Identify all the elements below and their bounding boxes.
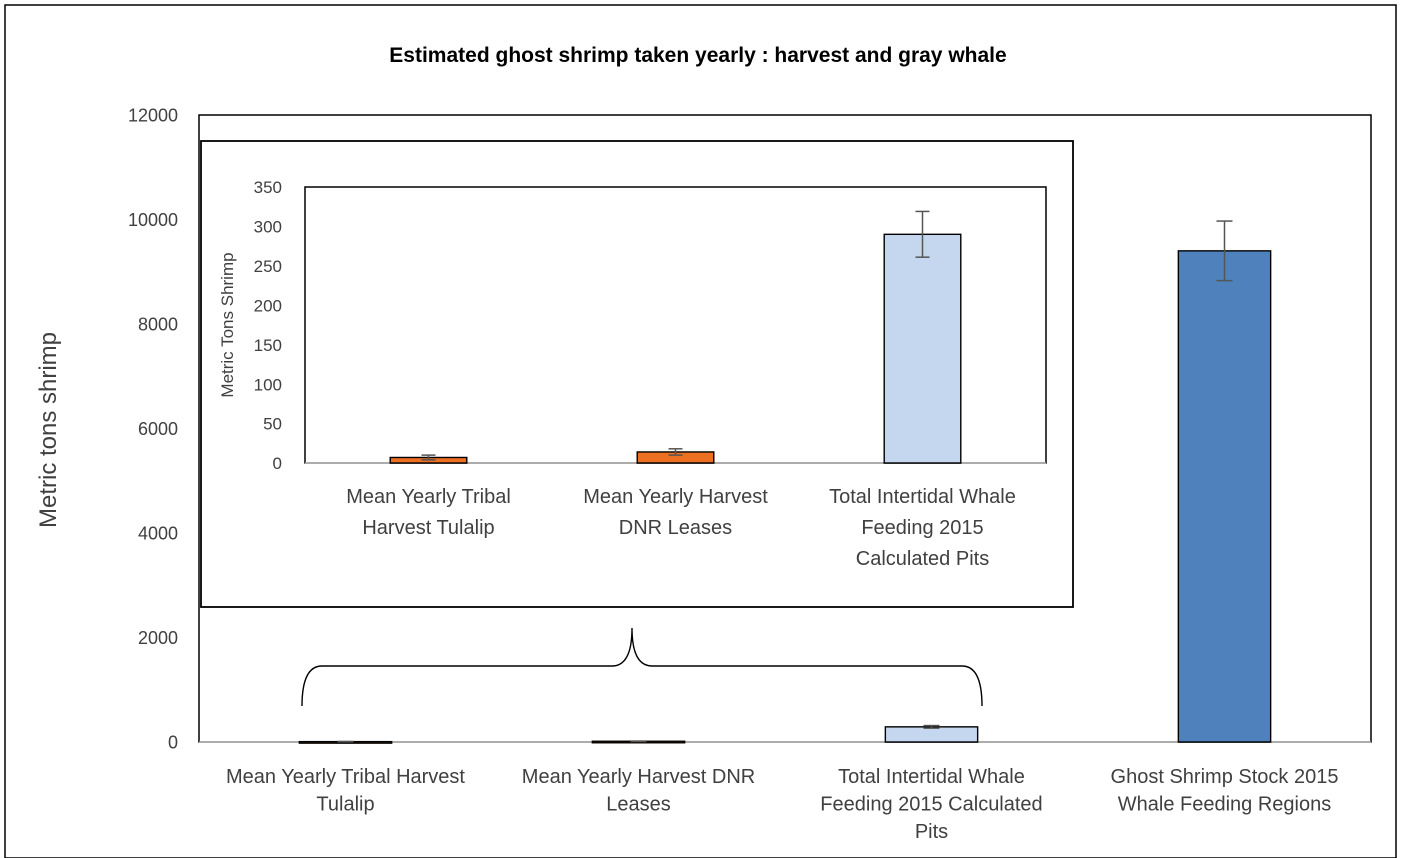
main-chart-title: Estimated ghost shrimp taken yearly : ha… — [389, 44, 1006, 67]
main-x-tick-label: Total Intertidal Whale Feeding 2015 Calcu… — [820, 766, 1042, 843]
inset-y-axis-label: Metric Tons Shrimp — [218, 252, 237, 397]
inset-x-tick-label: Mean Yearly Tribal Harvest Tulalip — [346, 486, 511, 539]
main-y-axis-label: Metric tons shrimp — [35, 332, 62, 528]
inset-brace — [301, 627, 983, 707]
inset-y-tick-label: 300 — [254, 218, 282, 237]
main-y-tick-label: 6000 — [138, 419, 178, 439]
main-x-tick-label: Mean Yearly Harvest DNR Leases — [522, 766, 755, 816]
inset-y-tick-label: 200 — [254, 296, 282, 315]
inset-y-tick-label: 350 — [254, 178, 282, 197]
inset-y-tick-label: 150 — [254, 336, 282, 355]
inset-y-tick-label: 100 — [254, 375, 282, 394]
inset-x-tick-label: Mean Yearly Harvest DNR Leases — [583, 486, 768, 539]
inset-x-tick-label: Total Intertidal Whale Feeding 2015 Calcul… — [829, 486, 1016, 570]
inset-chart-marks: 0 50 100 150 200 250 300 350 Mean Yearly Tribal H… — [254, 178, 1016, 570]
main-y-tick-label: 4000 — [138, 523, 178, 543]
main-x-tick-label: Ghost Shrimp Stock 2015 Whale Feeding Reg… — [1111, 766, 1339, 816]
inset-y-tick-label: 0 — [273, 454, 282, 473]
main-bar — [884, 726, 979, 743]
inset-y-tick-label: 250 — [254, 257, 282, 276]
main-bar — [1177, 250, 1272, 743]
main-y-tick-label: 10000 — [128, 210, 178, 230]
main-y-tick-label: 8000 — [138, 314, 178, 334]
main-x-tick-label: Mean Yearly Tribal Harvest Tulalip — [226, 766, 465, 816]
inset-bar — [883, 233, 962, 464]
main-y-tick-label: 12000 — [128, 105, 178, 125]
main-y-tick-label: 2000 — [138, 628, 178, 648]
main-y-tick-label: 0 — [168, 732, 178, 752]
inset-y-tick-label: 50 — [263, 415, 282, 434]
